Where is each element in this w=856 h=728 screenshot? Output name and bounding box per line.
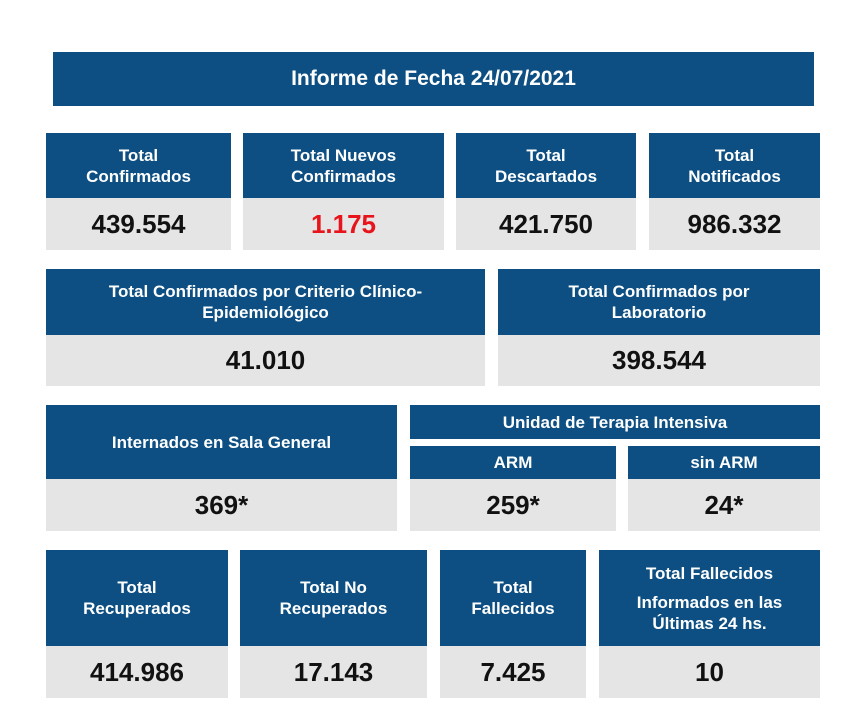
confirmados-criterio-clinico-header: Total Confirmados por Criterio Clínico- E… bbox=[46, 269, 485, 335]
total-no-recuperados-value: 17.143 bbox=[240, 646, 427, 698]
confirmados-laboratorio-value: 398.544 bbox=[498, 335, 820, 386]
total-descartados-header: Total Descartados bbox=[456, 133, 636, 198]
total-confirmados-value: 439.554 bbox=[46, 198, 231, 250]
total-confirmados-header: Total Confirmados bbox=[46, 133, 231, 198]
total-nuevos-confirmados-value: 1.175 bbox=[243, 198, 444, 250]
fallecidos-24hs-value: 10 bbox=[599, 646, 820, 698]
label-line: Últimas 24 hs. bbox=[652, 613, 767, 633]
sin-arm-value: 24* bbox=[628, 479, 820, 531]
sin-arm-header: sin ARM bbox=[628, 446, 820, 479]
label-line: Total bbox=[493, 578, 533, 597]
label-line: Epidemiológico bbox=[202, 303, 329, 322]
total-recuperados-header: Total Recuperados bbox=[46, 550, 228, 646]
total-nuevos-confirmados-header: Total Nuevos Confirmados bbox=[243, 133, 444, 198]
total-no-recuperados-header: Total No Recuperados bbox=[240, 550, 427, 646]
total-fallecidos-value: 7.425 bbox=[440, 646, 586, 698]
confirmados-laboratorio-header: Total Confirmados por Laboratorio bbox=[498, 269, 820, 335]
total-notificados-header: Total Notificados bbox=[649, 133, 820, 198]
arm-header: ARM bbox=[410, 446, 616, 479]
report-title: Informe de Fecha 24/07/2021 bbox=[53, 52, 814, 106]
label-line: Confirmados bbox=[291, 166, 396, 186]
label-line: Informados en las bbox=[636, 592, 783, 612]
total-fallecidos-header: Total Fallecidos bbox=[440, 550, 586, 646]
label-line: Total Confirmados por bbox=[568, 282, 750, 301]
confirmados-criterio-clinico-value: 41.010 bbox=[46, 335, 485, 386]
sala-general-header: Internados en Sala General bbox=[46, 405, 397, 479]
arm-value: 259* bbox=[410, 479, 616, 531]
label-line: Laboratorio bbox=[611, 303, 707, 322]
label-line: Total Fallecidos bbox=[645, 563, 774, 583]
sala-general-value: 369* bbox=[46, 479, 397, 531]
label-line: Fallecidos bbox=[471, 599, 555, 618]
label-line: Total bbox=[118, 145, 159, 165]
label-line: Descartados bbox=[494, 166, 598, 186]
label-line: Recuperados bbox=[83, 599, 191, 618]
label-line: Total Nuevos bbox=[290, 145, 397, 165]
uti-header: Unidad de Terapia Intensiva bbox=[410, 405, 820, 439]
label-line: Total bbox=[117, 578, 157, 597]
label-line: Recuperados bbox=[279, 599, 388, 618]
fallecidos-24hs-header: Total Fallecidos Informados en las Última… bbox=[599, 550, 820, 646]
label-line: Notificados bbox=[688, 166, 781, 186]
label-line: Total No bbox=[300, 578, 367, 597]
total-notificados-value: 986.332 bbox=[649, 198, 820, 250]
total-descartados-value: 421.750 bbox=[456, 198, 636, 250]
label-line: Total Confirmados por Criterio Clínico- bbox=[108, 282, 423, 301]
total-recuperados-value: 414.986 bbox=[46, 646, 228, 698]
label-line: Total bbox=[526, 145, 566, 165]
label-line: Confirmados bbox=[86, 166, 191, 186]
label-line: Total bbox=[714, 145, 755, 165]
